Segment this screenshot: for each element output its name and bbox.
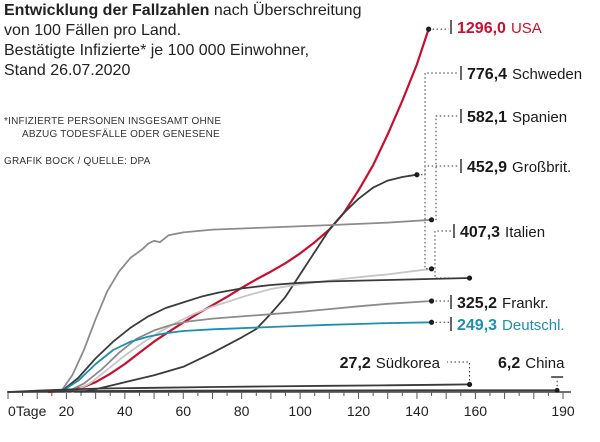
series-line-usa bbox=[47, 28, 430, 394]
value-label-spanien: 582,1 bbox=[467, 109, 507, 126]
x-tick-label: 60 bbox=[175, 403, 191, 419]
label-group: 1296,0 USA 776,4 Schweden 582,1 Spanien 452,9 G… bbox=[340, 20, 582, 393]
leader-gro-brit- bbox=[424, 165, 459, 270]
value-label-deutschl-: 249,3 bbox=[457, 317, 497, 334]
country-label-china: China bbox=[525, 355, 565, 372]
value-label-suedkorea: 27,2 bbox=[340, 355, 371, 372]
x-tick-label: 120 bbox=[347, 403, 371, 419]
footnote-line2: ABZUG TODESFÄLLE ODER GENESENE bbox=[22, 129, 220, 140]
leader-spanien bbox=[431, 115, 459, 221]
value-label-china: 6,2 bbox=[498, 355, 520, 372]
country-label-frankr-: Frankr. bbox=[502, 295, 549, 312]
series-line-s-dkorea bbox=[7, 383, 471, 393]
series-line-frankr- bbox=[65, 300, 433, 393]
country-label-deutschl-: Deutschl. bbox=[502, 317, 565, 334]
series-line-deutschl- bbox=[59, 321, 433, 393]
country-label-gro-brit-: Großbrit. bbox=[512, 159, 571, 176]
leader-schweden bbox=[416, 72, 459, 176]
country-label-usa: USA bbox=[511, 20, 542, 37]
chart-subtitle-line3: Bestätigte Infizierte* je 100 000 Einwoh… bbox=[4, 42, 310, 59]
x-tick-label: 40 bbox=[117, 403, 133, 419]
chart-title-rest: nach Überschreitung bbox=[209, 2, 362, 19]
x-tick-label: 160 bbox=[464, 403, 488, 419]
footnote-line1: *INFIZIERTE PERSONEN INSGESAMT OHNE bbox=[4, 116, 222, 127]
series-line-china bbox=[7, 389, 559, 393]
value-label-italien: 407,3 bbox=[460, 224, 500, 241]
chart-title: Entwicklung der Fallzahlen nach Überschr… bbox=[4, 1, 361, 21]
series-line-gro-brit- bbox=[71, 267, 433, 393]
series-line-schweden bbox=[80, 173, 418, 393]
chart-title-bold: Entwicklung der Fallzahlen bbox=[4, 2, 210, 19]
country-label-schweden: Schweden bbox=[512, 66, 582, 83]
x-axis: 0 20 40 60 80 100 120 140 160 190 Tage bbox=[7, 391, 575, 419]
country-label-suedkorea: Südkorea bbox=[376, 355, 441, 372]
value-label-usa: 1296,0 bbox=[457, 20, 506, 37]
x-tick-label: 140 bbox=[405, 403, 429, 419]
country-label-italien: Italien bbox=[505, 224, 545, 241]
x-tick-label: 100 bbox=[288, 403, 312, 419]
x-tick-label: 0 bbox=[8, 403, 16, 419]
x-tick-label: 80 bbox=[234, 403, 250, 419]
x-tick-label: 20 bbox=[59, 403, 75, 419]
x-axis-label: Tage bbox=[16, 403, 47, 419]
x-tick-label: 190 bbox=[551, 403, 575, 419]
leader-italien bbox=[434, 230, 470, 279]
chart-subtitle-line2: von 100 Fällen pro Land. bbox=[4, 22, 182, 39]
country-label-spanien: Spanien bbox=[512, 109, 567, 126]
value-label-frankr-: 325,2 bbox=[457, 295, 497, 312]
series-line-spanien bbox=[59, 218, 433, 393]
value-label-gro-brit-: 452,9 bbox=[467, 159, 507, 176]
series-line-italien bbox=[59, 277, 471, 393]
source-credit: GRAFIK BOCK / QUELLE: DPA bbox=[4, 156, 151, 167]
value-label-schweden: 776,4 bbox=[467, 66, 507, 83]
series-group bbox=[7, 28, 559, 394]
chart-date: Stand 26.07.2020 bbox=[4, 62, 131, 79]
leader-suedkorea bbox=[447, 361, 471, 385]
